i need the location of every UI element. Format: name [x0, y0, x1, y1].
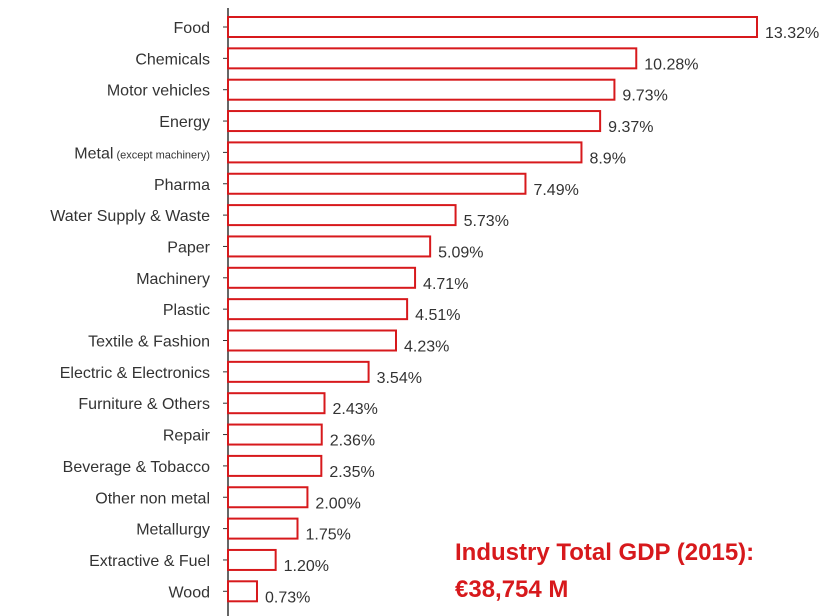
bar: [227, 454, 323, 477]
bar: [227, 266, 417, 289]
bar: [227, 392, 326, 415]
value-label: 7.49%: [533, 182, 578, 199]
category-label: Energy: [159, 114, 210, 131]
category-label: Textile & Fashion: [88, 334, 210, 351]
value-label: 9.73%: [622, 88, 667, 105]
category-label: Plastic: [163, 302, 210, 319]
value-label: 4.71%: [423, 276, 468, 293]
value-label: 2.36%: [330, 433, 375, 450]
value-label: 5.73%: [464, 213, 509, 230]
value-label: 1.75%: [306, 527, 351, 544]
category-label: Water Supply & Waste: [50, 208, 210, 225]
value-label: 4.51%: [415, 307, 460, 324]
category-label: Other non metal: [95, 490, 210, 507]
category-label: Beverage & Tobacco: [63, 459, 210, 476]
category-label: Electric & Electronics: [60, 365, 210, 382]
bar: [227, 78, 616, 101]
bar: [227, 204, 457, 227]
category-label: Food: [174, 20, 210, 37]
category-label: Motor vehicles: [107, 83, 210, 100]
bar: [227, 517, 299, 540]
category-label: Furniture & Others: [78, 396, 210, 413]
value-label: 2.43%: [333, 401, 378, 418]
category-label: Repair: [163, 428, 211, 445]
category-label: Machinery: [136, 271, 210, 288]
value-label: 5.09%: [438, 244, 483, 261]
bar: [227, 172, 527, 195]
bar: [227, 47, 638, 70]
bar: [227, 329, 397, 352]
bar: [227, 580, 258, 603]
bar: [227, 360, 370, 383]
value-label: 4.23%: [404, 339, 449, 356]
value-label: 8.9%: [589, 150, 625, 167]
category-label: Wood: [168, 584, 210, 601]
bar: [227, 298, 409, 321]
value-label: 9.37%: [608, 119, 653, 136]
category-label: Chemicals: [135, 51, 210, 68]
category-label: Metal (except machinery): [74, 145, 210, 162]
value-label: 3.54%: [377, 370, 422, 387]
category-label: Paper: [167, 239, 210, 256]
summary-value: €38,754 M: [455, 576, 569, 603]
bar: [227, 16, 758, 38]
value-label: 13.32%: [765, 25, 819, 42]
value-label: 10.28%: [644, 56, 698, 73]
category-label: Metallurgy: [136, 522, 210, 539]
value-label: 1.20%: [284, 558, 329, 575]
bar: [227, 141, 583, 164]
summary-title: Industry Total GDP (2015):: [455, 539, 755, 566]
bar: [227, 235, 432, 258]
category-label: Pharma: [154, 177, 210, 194]
value-label: 2.00%: [315, 495, 360, 512]
bar: [227, 486, 309, 509]
bar: [227, 548, 277, 571]
bar: [227, 423, 323, 446]
category-label: Extractive & Fuel: [89, 553, 210, 570]
value-label: 0.73%: [265, 589, 310, 606]
bar: [227, 110, 602, 133]
value-label: 2.35%: [329, 464, 374, 481]
